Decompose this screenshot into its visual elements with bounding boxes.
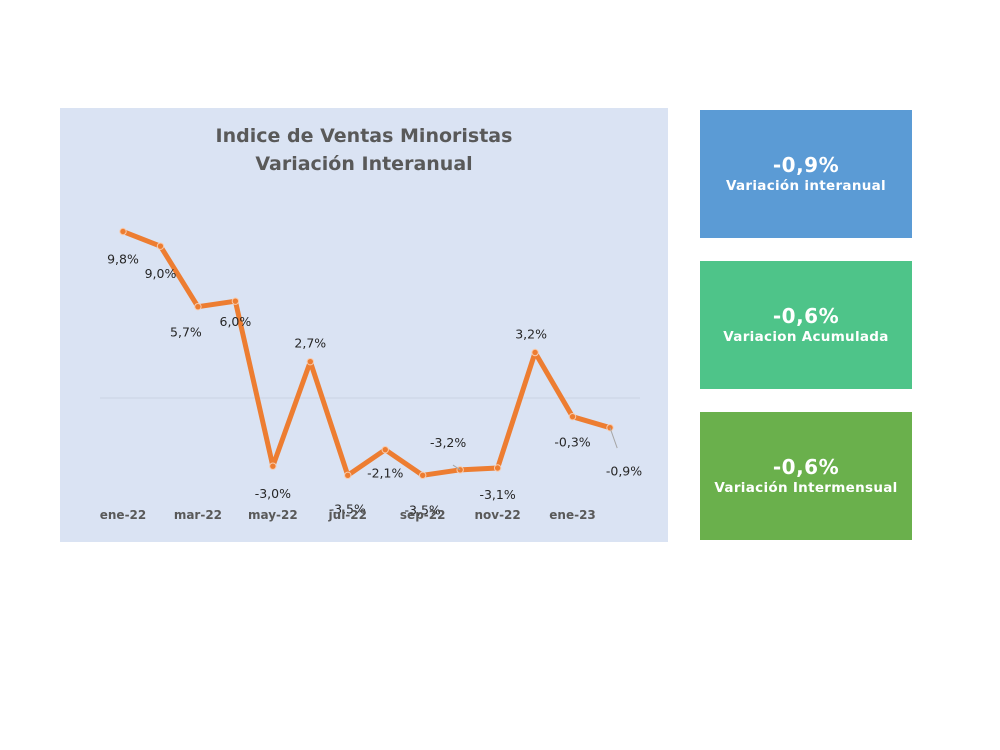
x-tick-label: sep-22 (400, 508, 446, 522)
kpi-label: Variación Intermensual (714, 480, 898, 496)
data-label: -3,1% (479, 487, 515, 502)
data-point (269, 462, 277, 470)
data-label: -0,3% (554, 435, 590, 450)
x-tick-label: mar-22 (174, 508, 222, 522)
x-tick-label: nov-22 (474, 508, 520, 522)
data-point (493, 464, 502, 472)
data-label: -3,2% (430, 435, 466, 450)
data-point (231, 297, 240, 305)
kpi-label: Variacion Acumulada (723, 329, 889, 345)
data-label: 5,7% (170, 325, 202, 340)
kpi-card-acumulada: -0,6% Variacion Acumulada (700, 261, 912, 389)
data-point (606, 423, 614, 432)
kpi-card-interanual: -0,9% Variación interanual (700, 110, 912, 238)
x-tick-label: ene-22 (100, 508, 147, 522)
data-point (156, 242, 165, 250)
chart-title-line2: Variación Interanual (255, 153, 472, 175)
chart-panel: Indice de Ventas Minoristas Variación In… (60, 108, 668, 542)
x-tick-label: jul-22 (328, 508, 367, 522)
data-label: -0,9% (606, 464, 642, 479)
x-axis-ticks: ene-22 mar-22 may-22 jul-22 sep-22 nov-22 ene-… (100, 508, 596, 522)
label-leader-line (609, 427, 618, 449)
series-line (120, 229, 613, 478)
chart-marks: 9,8% 9,0% 5,7% 6,0% -3,0% 2,7% -3,5% -2,1% -3,5%… (107, 227, 642, 517)
data-label: 3,2% (515, 327, 547, 342)
x-tick-label: ene-23 (549, 508, 596, 522)
chart-title-line1: Indice de Ventas Minoristas (216, 125, 513, 147)
data-label: -3,5% (405, 502, 441, 517)
data-label: 9,0% (145, 266, 177, 281)
kpi-value: -0,6% (772, 455, 840, 479)
kpi-card-intermensual: -0,6% Variación Intermensual (700, 412, 912, 540)
data-point (119, 227, 127, 236)
data-point (381, 445, 389, 454)
data-label: 6,0% (220, 314, 252, 329)
data-label: -3,0% (255, 486, 291, 501)
data-point (531, 348, 539, 357)
data-label: -2,1% (367, 466, 403, 481)
data-label: 9,8% (107, 252, 139, 267)
data-point (194, 302, 202, 311)
data-label: -3,5% (330, 501, 366, 516)
kpi-value: -0,6% (772, 304, 840, 328)
label-leader-line (452, 464, 461, 471)
kpi-value: -0,9% (772, 153, 840, 177)
kpi-label: Variación interanual (725, 178, 886, 194)
data-point (306, 357, 315, 366)
x-tick-label: may-22 (248, 508, 298, 522)
data-point (418, 471, 427, 480)
data-label: 2,7% (294, 336, 326, 351)
line-chart: Indice de Ventas Minoristas Variación In… (100, 125, 642, 522)
data-point (344, 471, 352, 480)
data-point (568, 412, 577, 421)
